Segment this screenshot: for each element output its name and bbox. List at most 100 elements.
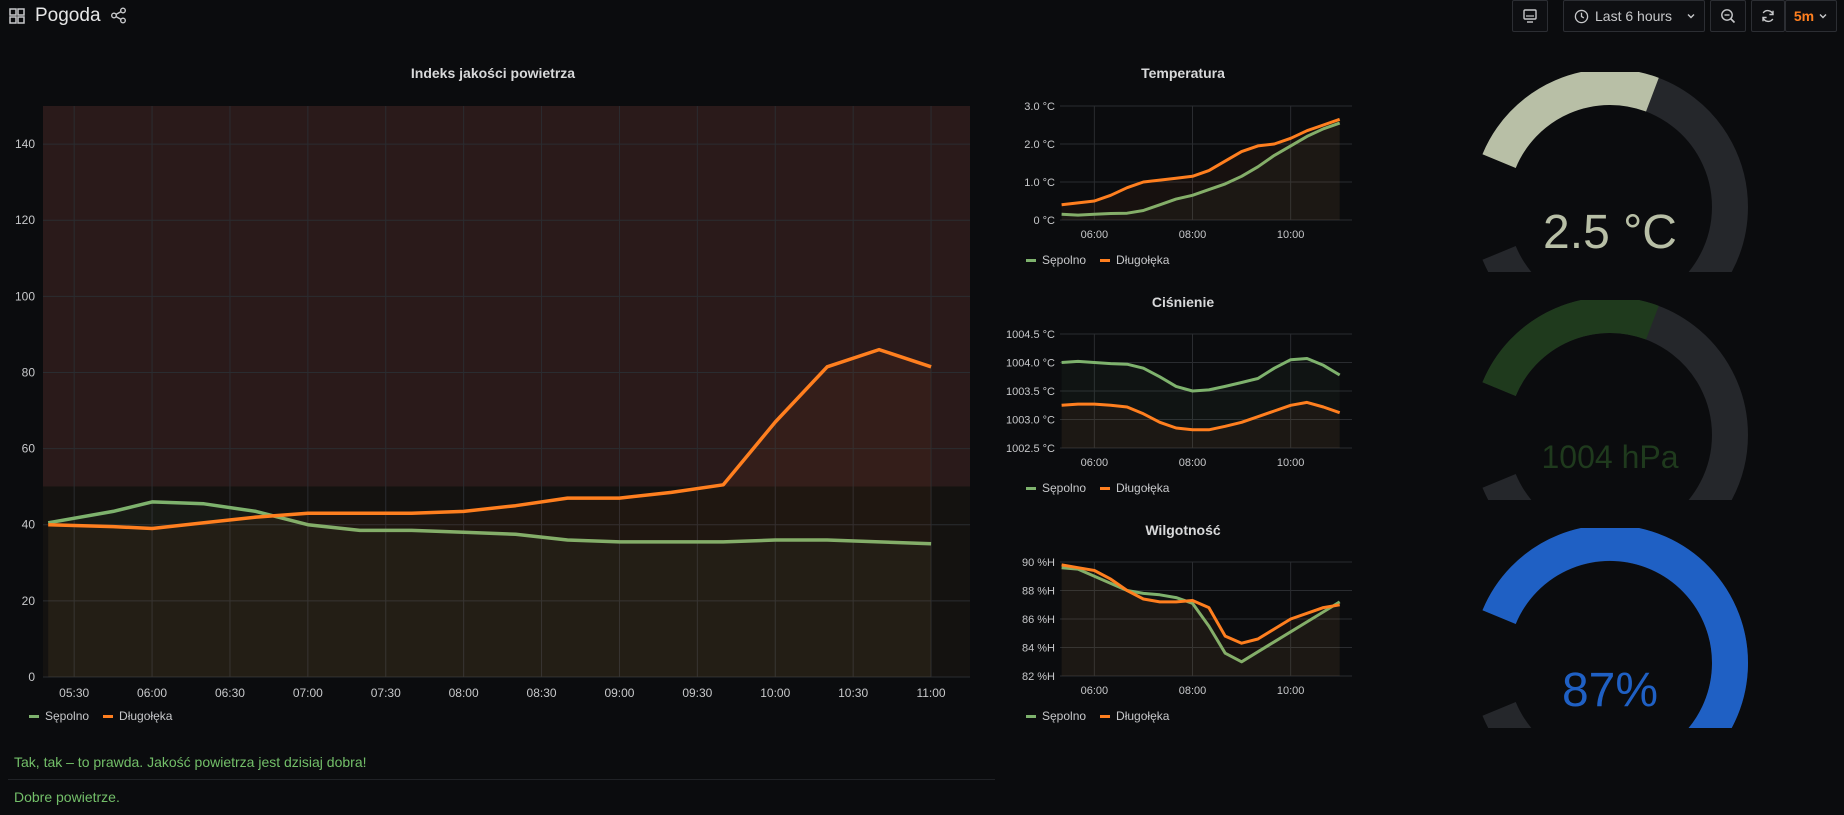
x-tick-label: 08:00 [1179,685,1207,697]
pressure-panel-title: Ciśnienie [1151,294,1215,310]
x-tick-label: 10:00 [1277,685,1305,697]
legend-label: Sępolno [1042,481,1087,495]
x-tick-label: 10:30 [838,686,868,700]
x-tick-label: 10:00 [1277,229,1305,241]
refresh-button[interactable] [1751,0,1785,32]
y-tick-label: 1003.5 °C [1006,386,1055,398]
refresh-interval-picker[interactable]: 5m [1785,0,1837,32]
temperature-gauge: 2.5 °C [1482,72,1748,272]
legend-item-sepolno[interactable]: Sępolno [1026,709,1086,723]
legend-label: Długołęka [1116,253,1170,267]
top-bar: Pogoda Last 6 hours [0,0,1844,32]
chevron-down-icon [1819,14,1827,19]
zoom-out-button[interactable] [1710,0,1746,32]
series-line-dlugoleka [48,347,932,531]
y-tick-label: 86 %H [1022,614,1055,626]
x-tick-label: 08:00 [1179,457,1207,469]
zoom-out-icon [1721,9,1736,24]
series-line-dlugoleka [1061,400,1341,432]
series-area [1061,123,1340,220]
x-tick-label: 08:00 [1179,229,1207,241]
monitor-icon [1523,9,1537,23]
divider [8,779,995,780]
threshold-region-ok [43,486,970,677]
series-area [48,501,932,677]
legend-item-sepolno[interactable]: Sępolno [29,709,89,723]
x-tick-label: 06:30 [215,686,245,700]
x-tick-label: 10:00 [1277,457,1305,469]
y-tick-label: 82 %H [1022,671,1055,683]
x-tick-label: 06:00 [137,686,167,700]
legend-item-dlugoleka[interactable]: Długołęka [1100,253,1169,267]
series-area [1061,567,1340,676]
series-line-dlugoleka [1061,563,1340,645]
x-tick-label: 05:30 [59,686,89,700]
y-tick-label: 84 %H [1022,643,1055,655]
x-tick-label: 10:00 [760,686,790,700]
series-area [1061,119,1340,220]
y-tick-label: 2.0 °C [1024,139,1055,151]
x-tick-label: 09:00 [604,686,634,700]
series-line-sepolno [1061,121,1341,217]
y-tick-label: 140 [15,137,35,151]
x-tick-label: 08:00 [449,686,479,700]
temperature-panel-title: Temperatura [1141,65,1225,81]
y-tick-label: 1004.0 °C [1006,358,1055,370]
air-quality-legend: Sępolno Długołęka [29,709,186,723]
series-area [1061,358,1340,448]
air-quality-message: Tak, tak – to prawda. Jakość powietrza j… [14,754,367,770]
share-icon[interactable] [110,7,127,24]
y-tick-label: 1003.0 °C [1006,415,1055,427]
legend-item-sepolno[interactable]: Sępolno [1026,253,1086,267]
legend-item-sepolno[interactable]: Sępolno [1026,481,1086,495]
legend-label: Sępolno [1042,253,1087,267]
clock-icon [1574,9,1589,23]
humidity-gauge: 87% [1482,528,1748,728]
gauge-value: 87% [1562,664,1658,717]
y-tick-label: 0 [28,670,35,684]
gauge-value: 1004 hPa [1541,439,1678,475]
legend-label: Sępolno [45,709,90,723]
y-tick-label: 1002.5 °C [1006,443,1055,455]
series-area [1061,564,1340,676]
gauge-fill [1482,528,1748,728]
time-range-picker[interactable]: Last 6 hours [1563,0,1705,32]
y-tick-label: 90 %H [1022,557,1055,569]
x-tick-label: 07:30 [371,686,401,700]
legend-item-dlugoleka[interactable]: Długołęka [1100,709,1169,723]
x-tick-label: 09:30 [682,686,712,700]
x-tick-label: 07:00 [293,686,323,700]
temperature-legend: Sępolno Długołęka [1026,253,1183,267]
gauge-value: 2.5 °C [1543,206,1677,259]
y-tick-label: 100 [15,289,35,303]
series-line-sepolno [1061,566,1341,664]
legend-item-dlugoleka[interactable]: Długołęka [103,709,172,723]
legend-label: Długołęka [1116,481,1170,495]
y-tick-label: 40 [22,518,36,532]
air-quality-panel-title: Indeks jakości powietrza [410,65,576,81]
tv-mode-button[interactable] [1512,0,1548,32]
dashboard-grid-icon[interactable] [9,8,25,24]
x-tick-label: 06:00 [1081,457,1109,469]
humidity-legend: Sępolno Długołęka [1026,709,1183,723]
legend-label: Sępolno [1042,709,1087,723]
x-tick-label: 08:30 [527,686,557,700]
legend-item-dlugoleka[interactable]: Długołęka [1100,481,1169,495]
x-tick-label: 11:00 [916,686,945,700]
humidity-chart: 82 %H 84 %H 86 %H 88 %H 90 %H 06:00 08:00 10:00 [1022,557,1352,697]
gauge-fill [1482,300,1659,397]
y-tick-label: 80 [22,365,36,379]
y-tick-label: 3.0 °C [1024,101,1055,113]
series-line-sepolno [1061,357,1341,393]
dashboard-title[interactable]: Pogoda [35,5,101,26]
legend-label: Długołęka [119,709,173,723]
pressure-chart: 1002.5 °C 1003.0 °C 1003.5 °C 1004.0 °C 1004… [1006,329,1352,469]
x-tick-label: 06:00 [1081,229,1109,241]
y-tick-label: 1.0 °C [1024,177,1055,189]
air-quality-chart: 0 20 40 60 80 100 120 140 05:30 06:00 06:30 07:00 07… [15,106,970,700]
y-tick-label: 88 %H [1022,586,1055,598]
gauge-fill [1482,72,1659,169]
x-tick-label: 06:00 [1081,685,1109,697]
series-line-dlugoleka [1061,117,1341,207]
chevron-down-icon [1687,14,1695,19]
